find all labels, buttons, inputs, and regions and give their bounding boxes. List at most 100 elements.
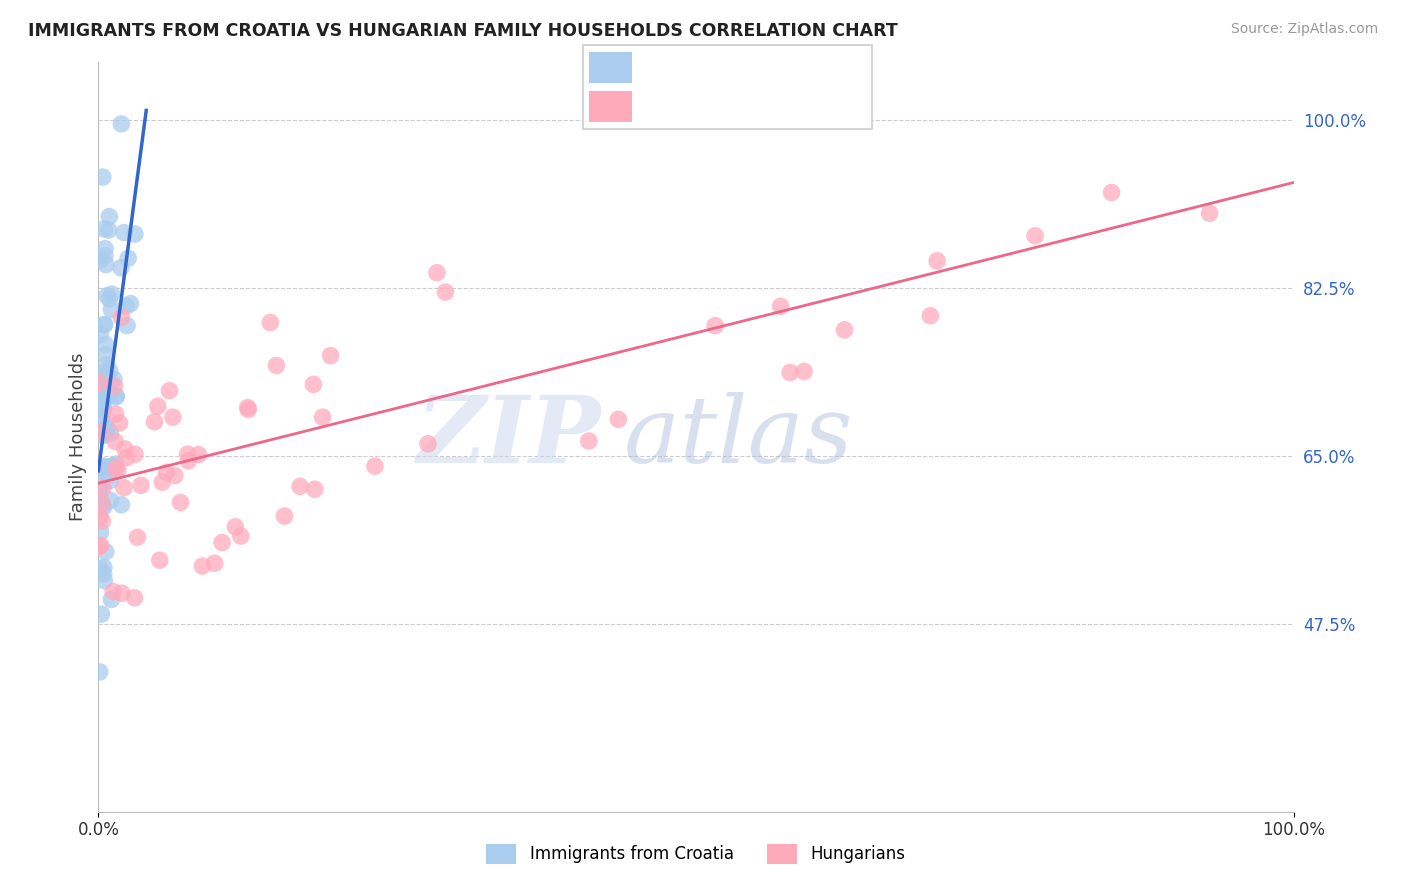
Point xyxy=(159,384,181,398)
Point xyxy=(89,425,111,440)
Point xyxy=(93,458,115,473)
Point xyxy=(104,407,127,421)
Point xyxy=(89,510,111,524)
Point xyxy=(90,462,112,476)
Point xyxy=(91,496,114,510)
Point xyxy=(1101,186,1123,200)
Point xyxy=(191,559,214,574)
Point xyxy=(94,258,117,272)
Point xyxy=(124,227,146,241)
Point xyxy=(311,410,333,425)
Point xyxy=(1198,206,1220,220)
Point xyxy=(416,437,439,451)
Point xyxy=(89,500,111,514)
Point xyxy=(89,370,111,384)
Point xyxy=(93,394,115,409)
Point xyxy=(91,514,114,528)
Text: Source: ZipAtlas.com: Source: ZipAtlas.com xyxy=(1230,22,1378,37)
Point xyxy=(91,392,114,406)
Point xyxy=(112,481,135,495)
Point xyxy=(169,495,191,509)
Point xyxy=(101,459,124,474)
Point xyxy=(129,478,152,492)
Point xyxy=(100,592,122,607)
Point xyxy=(93,318,115,332)
Point xyxy=(98,292,121,306)
Point xyxy=(434,285,457,299)
Point xyxy=(364,459,387,474)
Point xyxy=(224,520,246,534)
FancyBboxPatch shape xyxy=(589,53,633,83)
Point xyxy=(91,427,114,442)
Point xyxy=(89,376,111,390)
Point xyxy=(100,302,122,317)
Point xyxy=(115,450,138,465)
Point xyxy=(110,117,132,131)
Point xyxy=(104,379,127,393)
Point xyxy=(117,252,139,266)
Point xyxy=(98,386,121,401)
Point xyxy=(304,482,326,496)
Point xyxy=(177,454,200,468)
Point xyxy=(1024,228,1046,243)
Point xyxy=(100,287,122,301)
Point xyxy=(89,665,111,679)
Point xyxy=(93,365,115,379)
Point xyxy=(105,390,128,404)
Point xyxy=(176,447,198,461)
Point xyxy=(100,493,122,508)
Point xyxy=(155,465,177,479)
Point xyxy=(96,358,118,372)
Point xyxy=(91,471,114,485)
Point xyxy=(89,540,111,554)
Point xyxy=(163,468,186,483)
Text: ZIP: ZIP xyxy=(416,392,600,482)
Point xyxy=(94,348,117,362)
Point xyxy=(211,535,233,549)
Point xyxy=(94,460,117,475)
Point xyxy=(114,442,136,456)
Point xyxy=(100,426,122,441)
Point xyxy=(105,457,128,471)
Point xyxy=(105,461,128,475)
Point xyxy=(94,249,117,263)
Point xyxy=(96,421,118,435)
Point xyxy=(127,530,149,544)
Point xyxy=(124,591,146,605)
Point xyxy=(98,210,121,224)
Point xyxy=(204,556,226,570)
Point xyxy=(89,561,111,575)
Point xyxy=(90,371,112,385)
Point xyxy=(93,318,115,332)
Point xyxy=(89,376,111,391)
Point xyxy=(104,434,127,449)
Point xyxy=(103,372,125,386)
Point xyxy=(94,422,117,436)
Point xyxy=(259,316,281,330)
Point xyxy=(94,242,117,256)
Legend: Immigrants from Croatia, Hungarians: Immigrants from Croatia, Hungarians xyxy=(479,838,912,871)
Point xyxy=(90,607,112,621)
Point xyxy=(236,401,259,415)
Point xyxy=(426,266,449,280)
Point xyxy=(91,499,114,513)
FancyBboxPatch shape xyxy=(589,91,633,121)
Point xyxy=(91,413,114,427)
Point xyxy=(124,447,146,461)
Point xyxy=(101,584,124,599)
Point xyxy=(89,253,111,268)
Y-axis label: Family Households: Family Households xyxy=(69,353,87,521)
Text: atlas: atlas xyxy=(624,392,853,482)
Point xyxy=(93,566,115,581)
Point xyxy=(107,464,129,478)
Point xyxy=(89,327,111,342)
Point xyxy=(146,399,169,413)
Point xyxy=(98,364,121,378)
Point xyxy=(273,509,295,524)
Point xyxy=(150,475,173,490)
Point xyxy=(162,410,184,425)
Point xyxy=(101,458,124,473)
Point xyxy=(834,323,856,337)
Point xyxy=(93,222,115,236)
Point xyxy=(920,309,942,323)
